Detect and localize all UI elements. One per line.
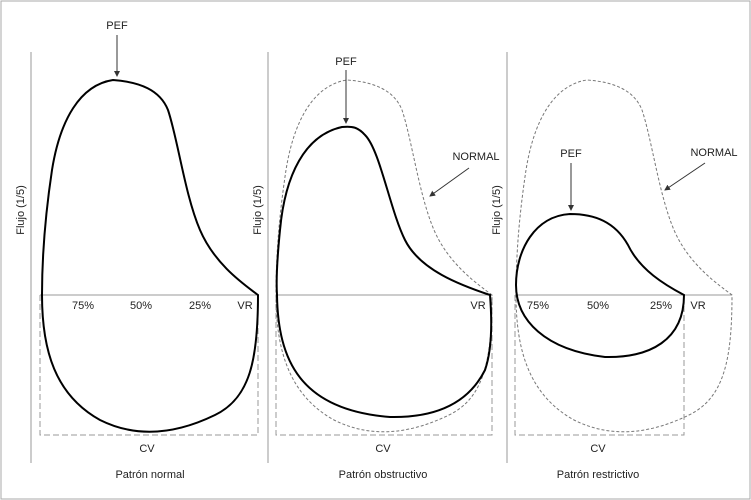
cv-label: CV (375, 443, 391, 455)
pef-label: PEF (560, 148, 582, 160)
normal-label: NORMAL (690, 147, 737, 159)
pef-label: PEF (335, 56, 357, 68)
pct-75: 75% (527, 300, 549, 312)
panel-obstructive: PEF NORMAL VR CV Patrón obstructivo Fluj… (252, 52, 500, 481)
cv-bracket (275, 295, 493, 436)
normal-reference-loop (515, 79, 733, 433)
caption: Patrón restrictivo (557, 469, 640, 481)
pef-label: PEF (106, 20, 128, 32)
panel-normal: PEF 75% 50% 25% VR CV Patrón normal Fluj… (15, 20, 260, 481)
y-axis-label: Flujo (1/5) (491, 185, 503, 235)
panel-restrictive: PEF NORMAL 75% 50% 25% VR CV Patrón rest… (491, 52, 738, 481)
pct-25: 25% (189, 300, 211, 312)
obstructive-loop (275, 125, 493, 419)
pct-25: 25% (650, 300, 672, 312)
normal-reference-loop (275, 79, 493, 433)
pct-50: 50% (587, 300, 609, 312)
caption: Patrón obstructivo (339, 469, 428, 481)
vr-label: VR (690, 300, 705, 312)
normal-arrow (429, 167, 470, 197)
vr-label: VR (237, 300, 252, 312)
normal-loop (40, 78, 260, 433)
y-axis-label: Flujo (1/5) (15, 185, 27, 235)
restrictive-loop (514, 212, 686, 359)
y-axis-label: Flujo (1/5) (252, 185, 264, 235)
normal-label: NORMAL (452, 151, 499, 163)
cv-label: CV (590, 443, 606, 455)
vr-label: VR (470, 300, 485, 312)
pct-50: 50% (130, 300, 152, 312)
cv-label: CV (139, 443, 155, 455)
normal-arrow (664, 162, 706, 191)
cv-bracket (514, 295, 685, 436)
pct-75: 75% (72, 300, 94, 312)
cv-bracket (39, 295, 259, 436)
caption: Patrón normal (115, 469, 184, 481)
